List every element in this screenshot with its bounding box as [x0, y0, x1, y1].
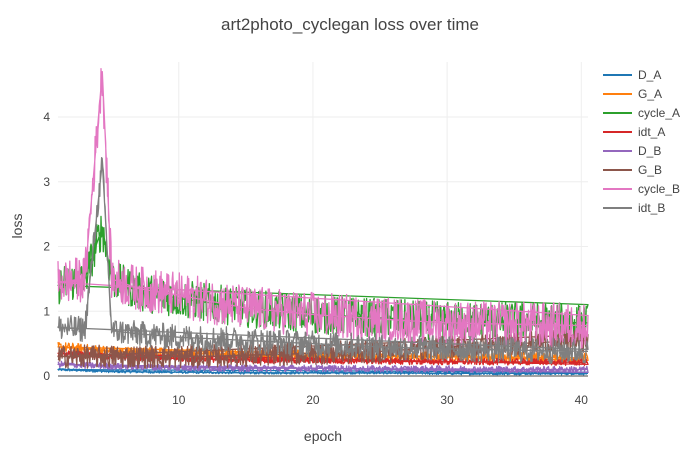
x-tick-label: 30	[440, 393, 454, 407]
legend-item-D_A[interactable]: D_A	[603, 68, 661, 82]
x-axis-label: epoch	[304, 428, 342, 444]
series-line-D_B	[57, 360, 589, 374]
legend[interactable]: D_A G_A cycle_A idt_A D_B G_B cycle_B idt_B	[603, 68, 680, 215]
chart-title: art2photo_cyclegan loss over time	[221, 15, 479, 34]
y-tick-label: 4	[43, 110, 50, 124]
y-tick-label: 1	[43, 304, 50, 318]
series-line-D_A	[57, 367, 589, 376]
y-tick-label: 3	[43, 175, 50, 189]
y-tick-label: 0	[43, 369, 50, 383]
legend-item-G_A[interactable]: G_A	[603, 87, 662, 101]
x-tick-label: 40	[575, 393, 589, 407]
y-axis-label: loss	[9, 214, 25, 239]
legend-item-G_B[interactable]: G_B	[603, 163, 662, 177]
series-lines	[57, 67, 589, 376]
x-tick-label: 10	[172, 393, 186, 407]
axes: 10 20 30 40 0 1 2 3 4	[43, 110, 588, 407]
legend-item-cycle_B[interactable]: cycle_B	[603, 182, 680, 196]
series-line-cycle_B	[57, 67, 589, 349]
legend-label: G_B	[638, 163, 662, 177]
legend-item-idt_B[interactable]: idt_B	[603, 201, 665, 215]
legend-label: G_A	[638, 87, 662, 101]
legend-label: D_A	[638, 68, 661, 82]
legend-item-D_B[interactable]: D_B	[603, 144, 661, 158]
legend-item-cycle_A[interactable]: cycle_A	[603, 106, 680, 120]
legend-label: idt_A	[638, 125, 665, 139]
x-tick-label: 20	[306, 393, 320, 407]
legend-item-idt_A[interactable]: idt_A	[603, 125, 665, 139]
legend-label: D_B	[638, 144, 661, 158]
series-line-idt_B	[57, 156, 589, 364]
legend-label: cycle_A	[638, 106, 680, 120]
y-tick-label: 2	[43, 240, 50, 254]
legend-label: cycle_B	[638, 182, 680, 196]
legend-label: idt_B	[638, 201, 665, 215]
